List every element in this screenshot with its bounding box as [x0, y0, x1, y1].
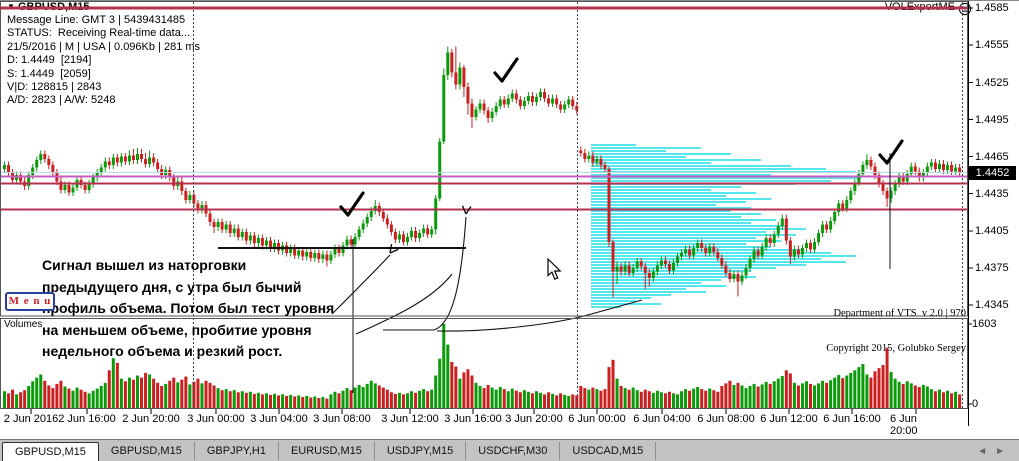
volumes-indicator-label: Volumes: [4, 319, 43, 330]
menu-button[interactable]: M e n u: [5, 292, 55, 311]
current-price-badge: 1.4452: [969, 165, 1016, 180]
copyright-text: Department of VTS v 2.0 | 970 Copyright …: [826, 285, 966, 377]
time-tick-label: 6 Jun 16:00: [823, 413, 881, 425]
annotation-line-1: предыдущего дня, с утра был бычий: [42, 278, 302, 295]
time-tick-label: 3 Jun 12:00: [381, 413, 439, 425]
info-line-3: D: 1.4449 [2194]: [7, 54, 92, 67]
price-tick-label: 1.4525: [975, 76, 1009, 89]
time-tick-label: 6 Jun 20:00: [890, 413, 918, 435]
scroll-right-icon[interactable]: ►: [995, 446, 1013, 457]
time-axis[interactable]: 2 Jun 2016 2 Jun 16:00 2 Jun 20:00 3 Jun 00…: [0, 409, 968, 435]
price-tick-label: 1.4375: [975, 262, 1009, 274]
tab-USDCHF,M30[interactable]: USDCHF,M30: [466, 442, 561, 460]
time-tick-label: 6 Jun 04:00: [633, 413, 691, 425]
tab-USDCAD,M15[interactable]: USDCAD,M15: [560, 442, 657, 460]
info-panel: Message Line: GMT 3 | 5439431485 STATUS: …: [7, 14, 200, 108]
copyright-line2: Copyright 2015, Golubko Sergey: [826, 342, 966, 354]
annotation-line-4: недельного объема и резкий рост.: [42, 343, 283, 359]
volume-tick-label: 1603: [972, 318, 997, 330]
info-line-1: STATUS: Receiving Real-time data...: [7, 27, 190, 40]
time-tick-label: 6 Jun 12:00: [760, 413, 818, 425]
chart-tab-bar: ◄► GBPUSD,M15 GBPUSD,M15 GBPJPY,H1 EURUSD,M…: [0, 439, 1019, 461]
price-tick-label: 1.4465: [975, 150, 1009, 163]
price-axis[interactable]: 1.4452 1.4585 1.4555 1.4525 1.4495 1.4465 1.4…: [968, 1, 1019, 436]
mouse-cursor: [547, 257, 562, 280]
info-line-6: A/D: 2823 | A/W: 5248: [7, 94, 116, 107]
info-line-4: S: 1.4449 [2059]: [7, 67, 91, 80]
checkmarks: [339, 57, 904, 217]
copyright-line1: Department of VTS v 2.0 | 970: [833, 308, 966, 319]
tab-GBPUSD,M15[interactable]: GBPUSD,M15: [99, 442, 195, 460]
time-tick-label: 3 Jun 20:00: [505, 413, 563, 425]
time-tick-label: 3 Jun 00:00: [187, 413, 245, 425]
time-tick-label: 3 Jun 04:00: [250, 413, 308, 425]
annotation-text: Сигнал вышел из наторговки предыдущего дн…: [42, 255, 334, 363]
time-tick-label: 6 Jun 08:00: [697, 413, 755, 425]
tab-GBPUSD,M15[interactable]: GBPUSD,M15: [2, 442, 99, 461]
annotation-line-0: Сигнал вышел из наторговки: [42, 257, 247, 273]
info-line-0: Message Line: GMT 3 | 5439431485: [7, 14, 186, 26]
time-tick-label: 2 Jun 2016: [3, 413, 59, 425]
time-tick-label: 3 Jun 16:00: [444, 413, 502, 425]
price-tick-label: 1.4345: [975, 299, 1009, 311]
tab-EURUSD,M15[interactable]: EURUSD,M15: [279, 442, 375, 460]
info-line-2: 21/5/2016 | M | USA | 0.096Kb | 281 ms: [7, 40, 201, 53]
time-tick-label: 2 Jun 20:00: [122, 413, 180, 425]
price-tick-label: 1.4495: [975, 113, 1009, 126]
scroll-left-icon[interactable]: ◄: [977, 446, 996, 457]
level-lines: [0, 6, 968, 211]
annotation-line-2: профиль объема. Потом был тест уровня: [42, 300, 335, 316]
tab-scroll-arrows: ◄►: [977, 446, 1013, 457]
time-tick-label: 6 Jun 00:00: [568, 413, 626, 425]
volume-tick-label: 0: [972, 398, 979, 410]
price-tick-label: 1.4435: [975, 187, 1009, 200]
tab-GBPJPY,H1[interactable]: GBPJPY,H1: [195, 442, 279, 460]
price-tick-label: 1.4405: [975, 225, 1009, 237]
tab-USDJPY,M15[interactable]: USDJPY,M15: [375, 442, 467, 460]
volume-profile: [591, 144, 861, 308]
price-tick-label: 1.4555: [975, 39, 1009, 51]
annotation-arrows: [331, 205, 643, 335]
info-line-5: V|D: 128815 | 2843: [7, 81, 102, 94]
volume-bars: [3, 324, 962, 408]
annotation-line-3: на меньшем объеме, пробитие уровня: [42, 321, 312, 338]
pane-borders: [0, 1, 973, 426]
time-tick-label: 2 Jun 16:00: [58, 413, 116, 425]
price-tick-label: 1.4585: [975, 2, 1009, 14]
time-tick-label: 3 Jun 08:00: [313, 413, 371, 425]
